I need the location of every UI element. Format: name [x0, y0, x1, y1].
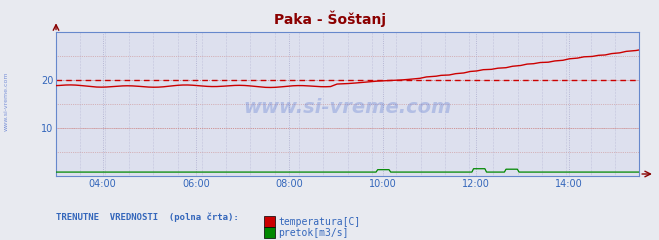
Text: pretok[m3/s]: pretok[m3/s]: [278, 228, 349, 238]
Text: temperatura[C]: temperatura[C]: [278, 217, 360, 227]
Text: www.si-vreme.com: www.si-vreme.com: [243, 98, 452, 117]
Text: TRENUTNE  VREDNOSTI  (polna črta):: TRENUTNE VREDNOSTI (polna črta):: [56, 212, 239, 222]
Text: Paka - Šoštanj: Paka - Šoštanj: [273, 11, 386, 27]
Text: www.si-vreme.com: www.si-vreme.com: [4, 71, 9, 131]
